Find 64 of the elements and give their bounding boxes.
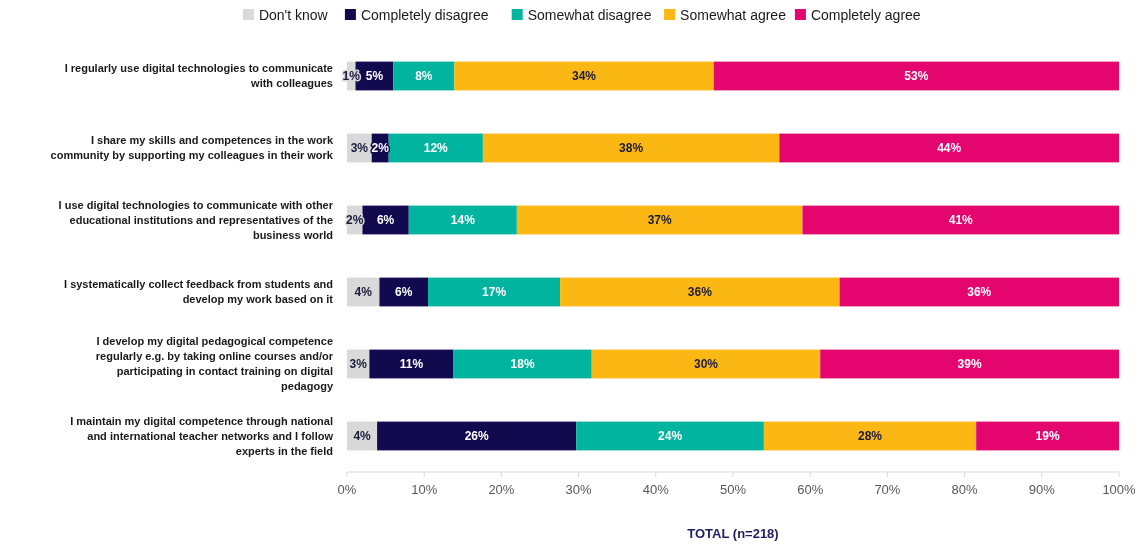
x-tick-label: 0%: [337, 482, 357, 497]
y-tick-label: I regularly use digital technologies to communicate with colleagues: [64, 62, 333, 90]
data-label: 3%: [349, 357, 368, 372]
data-label: 26%: [464, 429, 490, 444]
data-label: 14%: [450, 213, 476, 228]
x-tick-label: 20%: [488, 482, 515, 497]
data-label: 36%: [967, 285, 992, 300]
bar: [560, 277, 840, 307]
legend-label: Somewhat disagree: [527, 6, 652, 23]
data-label: 30%: [693, 357, 719, 372]
y-tick-label: I use digital technologies to communicate with other educational institutions and representatives of the business world: [58, 198, 334, 241]
x-tick-label: 10%: [411, 482, 438, 497]
data-label: 2%: [371, 141, 390, 156]
x-tick-label: 40%: [642, 482, 670, 497]
data-label: 53%: [904, 69, 929, 84]
data-label: 4%: [354, 285, 373, 300]
bar: [516, 205, 803, 235]
y-tick-label: I maintain my digital competence through national and international teacher networks and I follow experts in the field: [70, 414, 334, 457]
bar: [576, 421, 764, 451]
x-tick-label: 30%: [565, 482, 593, 497]
legend-label: Completely agree: [810, 6, 921, 23]
bar: [482, 133, 780, 163]
data-label: 24%: [658, 429, 683, 444]
data-label: 17%: [482, 285, 507, 300]
x-tick-label: 90%: [1028, 482, 1056, 497]
data-label: 36%: [687, 285, 713, 300]
bar: [779, 133, 1119, 163]
x-tick-label: 70%: [874, 482, 901, 497]
y-tick-label: I share my skills and competences in the work community by supporting my colleagues in their work: [50, 134, 334, 162]
bar: [713, 61, 1119, 91]
bar: [763, 421, 977, 451]
bar: [377, 421, 577, 451]
data-label: 6%: [376, 213, 395, 228]
x-tick-label: 80%: [951, 482, 979, 497]
data-label: 28%: [858, 429, 883, 444]
x-tick-label: 60%: [797, 482, 824, 497]
bar: [839, 277, 1119, 307]
data-label: 6%: [395, 285, 413, 300]
y-tick-label: I develop my digital pedagogical competence regularly e.g. by taking online courses and/or participating in contact training on digital pedagogy: [95, 335, 334, 393]
data-label: 12%: [423, 141, 449, 156]
data-label: 4%: [353, 429, 372, 444]
data-label: 18%: [510, 357, 535, 372]
data-label: 3%: [350, 141, 369, 156]
x-tick-label: 50%: [719, 482, 747, 497]
legend-label: Completely disagree: [360, 6, 489, 23]
data-label: 19%: [1035, 429, 1060, 444]
legend-label: Somewhat agree: [680, 6, 787, 23]
legend-label: Don't know: [258, 6, 329, 23]
data-label: 5%: [365, 69, 384, 84]
bar: [591, 349, 821, 379]
data-label: 38%: [619, 141, 644, 156]
bar: [454, 61, 714, 91]
data-label: 34%: [571, 69, 597, 84]
data-label: 11%: [399, 357, 424, 372]
x-tick-label: 100%: [1102, 482, 1137, 497]
data-label: 44%: [937, 141, 962, 156]
data-label: 37%: [647, 213, 672, 228]
bar: [802, 205, 1119, 235]
data-label: 41%: [948, 213, 974, 228]
x-axis-title: TOTAL (n=218): [687, 526, 779, 541]
data-label: 39%: [957, 357, 982, 372]
bar: [820, 349, 1119, 379]
y-tick-label: I systematically collect feedback from students and develop my work based on it: [64, 278, 334, 306]
data-label: 8%: [415, 69, 433, 84]
